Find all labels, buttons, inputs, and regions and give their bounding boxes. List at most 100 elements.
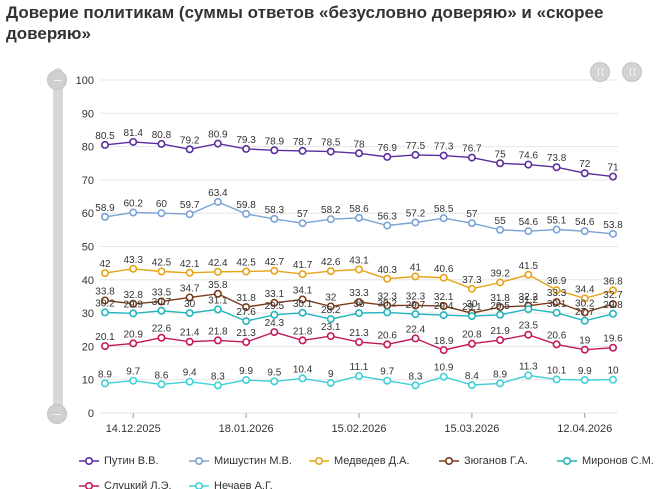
data-label: 42.5 (236, 257, 256, 268)
data-point (213, 289, 222, 298)
data-label: 33.3 (349, 288, 369, 299)
data-point (129, 264, 138, 273)
data-point (383, 376, 392, 385)
data-point (242, 267, 251, 276)
y-tick-label: 100 (76, 75, 94, 87)
data-label: 81.4 (123, 128, 143, 139)
data-label: 41.5 (519, 261, 539, 272)
data-point (326, 302, 335, 311)
data-point (157, 306, 166, 315)
data-point (608, 286, 617, 295)
data-point (242, 317, 251, 326)
legend-label: Слуцкий Л.Э. (104, 480, 172, 489)
data-point (185, 337, 194, 346)
data-label: 32.7 (603, 290, 623, 301)
data-point (129, 208, 138, 217)
data-point (383, 308, 392, 317)
data-label: 30.1 (547, 299, 567, 310)
slider-top-handle[interactable] (47, 70, 67, 90)
data-label: 57 (297, 209, 309, 220)
data-point (467, 339, 476, 348)
data-label: 21.8 (208, 326, 228, 337)
data-label: 29.4 (434, 301, 454, 312)
data-label: 30.7 (152, 297, 172, 308)
data-point (185, 377, 194, 386)
legend-marker-icon (557, 456, 577, 466)
slider-bottom-handle[interactable] (47, 404, 67, 424)
data-label: 32.2 (519, 292, 539, 303)
data-label: 20.9 (123, 329, 143, 340)
data-point (608, 229, 617, 238)
range-left-handle[interactable] (590, 62, 610, 82)
data-label: 28.2 (321, 305, 341, 316)
legend-label: Путин В.В. (104, 455, 159, 467)
legend-label: Медведев Д.А. (334, 455, 410, 467)
data-point (496, 278, 505, 287)
data-label: 20.6 (547, 330, 567, 341)
data-label: 58.2 (321, 205, 341, 216)
data-label: 22.4 (406, 324, 426, 335)
data-label: 78.9 (265, 136, 285, 147)
data-point (242, 338, 251, 347)
data-label: 80.8 (152, 130, 172, 141)
data-label: 9 (328, 369, 334, 380)
data-point (298, 374, 307, 383)
data-label: 35.8 (208, 280, 228, 291)
data-label: 41 (410, 262, 422, 273)
data-point (580, 316, 589, 325)
data-point (242, 376, 251, 385)
data-label: 41.7 (293, 260, 313, 271)
data-label: 21.9 (490, 326, 510, 337)
data-point (298, 295, 307, 304)
data-point (185, 293, 194, 302)
range-right-handle[interactable] (622, 62, 642, 82)
data-label: 9.7 (126, 367, 140, 378)
series-4: 30.2 29.9 30.7 30 31.1 27.6 29.5 30.1 28.2 30 30.2… (95, 295, 623, 326)
data-point (580, 169, 589, 178)
data-point (552, 375, 561, 384)
data-point (129, 137, 138, 146)
data-point (608, 309, 617, 318)
data-point (213, 267, 222, 276)
data-point (496, 303, 505, 312)
data-point (185, 268, 194, 277)
data-point (580, 294, 589, 303)
x-tick-label: 15.03.2026 (444, 423, 499, 435)
data-point (411, 272, 420, 281)
data-label: 20.1 (95, 332, 115, 343)
vertical-range-slider[interactable] (53, 68, 63, 418)
data-label: 29.1 (462, 302, 482, 313)
data-point (439, 302, 448, 311)
data-label: 42.4 (208, 258, 228, 269)
data-label: 8.6 (154, 370, 168, 381)
data-point (326, 147, 335, 156)
data-point (157, 333, 166, 342)
data-point (524, 227, 533, 236)
data-point (326, 267, 335, 276)
data-label: 21.3 (236, 328, 256, 339)
data-point (411, 381, 420, 390)
data-label: 58.5 (434, 204, 454, 215)
data-point (439, 346, 448, 355)
data-point (608, 375, 617, 384)
data-label: 43.3 (123, 255, 143, 266)
data-point (213, 336, 222, 345)
data-point (580, 376, 589, 385)
data-label: 60 (156, 199, 168, 210)
data-point (101, 379, 110, 388)
legend-label: Нечаев А.Г. (214, 480, 273, 489)
data-label: 10 (607, 366, 619, 377)
data-point (467, 284, 476, 293)
data-label: 30 (466, 299, 478, 310)
data-point (608, 300, 617, 309)
data-point (580, 227, 589, 236)
data-label: 36.9 (547, 276, 567, 287)
legend-marker-icon (439, 456, 459, 466)
data-point (552, 340, 561, 349)
data-point (411, 310, 420, 319)
data-point (439, 311, 448, 320)
data-label: 30 (184, 299, 196, 310)
y-tick-label: 50 (82, 242, 94, 254)
data-label: 55 (495, 216, 507, 227)
data-label: 36.8 (603, 276, 623, 287)
